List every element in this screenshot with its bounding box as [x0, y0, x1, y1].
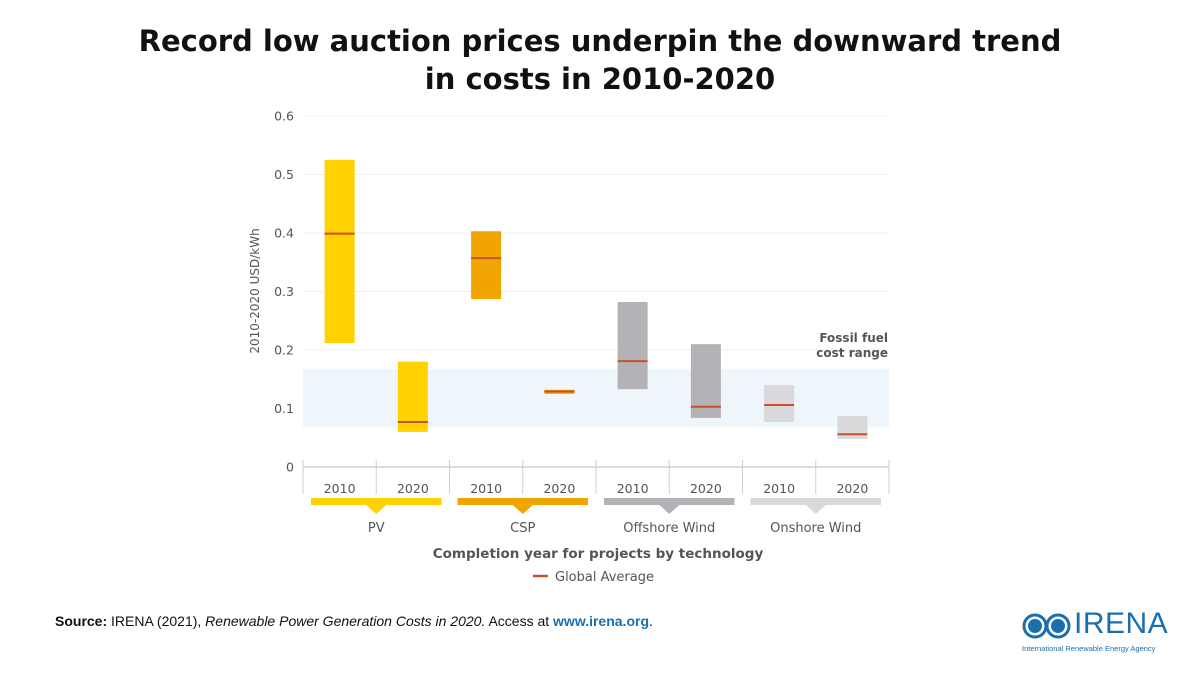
group-bracket: [750, 498, 881, 505]
y-tick-label: 0.4: [274, 226, 294, 241]
range-bar-pv-2010: [324, 159, 355, 343]
y-tick-label: 0.2: [274, 343, 294, 358]
source-publication: Renewable Power Generation Costs in 2020…: [205, 613, 486, 629]
irena-logo: IRENA International Renewable Energy Age…: [1022, 607, 1172, 655]
x-tick-label-year: 2020: [543, 481, 575, 496]
range-bar-offshore-wind-2010: [617, 302, 648, 390]
range-bar-onshore-wind-2020: [837, 416, 868, 439]
group-label: Onshore Wind: [770, 521, 861, 536]
y-axis: 0 0.1 0.2 0.3 0.4 0.5 0.6: [274, 109, 294, 475]
source-link[interactable]: www.irena.org: [553, 613, 649, 629]
source-note: Source: IRENA (2021), Renewable Power Ge…: [55, 613, 653, 629]
source-label: Source:: [55, 613, 108, 629]
chart-title: Record low auction prices underpin the d…: [0, 22, 1200, 98]
logo-subtitle: International Renewable Energy Agency: [1022, 644, 1156, 653]
gridlines: [303, 115, 889, 409]
logo-name: IRENA: [1074, 607, 1169, 640]
fossil-band-label-line1: Fossil fuel: [819, 331, 888, 345]
legend-label-global-average: Global Average: [555, 570, 654, 585]
legend: Global Average: [533, 570, 654, 585]
x-tick-label-year: 2010: [763, 481, 795, 496]
y-tick-label: 0.6: [274, 109, 294, 124]
group-bracket-pointer: [805, 505, 826, 514]
y-tick-label: 0: [286, 460, 294, 475]
title-line-1: Record low auction prices underpin the d…: [138, 24, 1062, 58]
range-bar-offshore-wind-2020: [690, 344, 721, 418]
range-bar-onshore-wind-2010: [764, 385, 795, 422]
x-tick-label-year: 2010: [617, 481, 649, 496]
x-tick-label-year: 2020: [397, 481, 429, 496]
group-bracket-pointer: [512, 505, 533, 514]
source-text-1: IRENA (2021),: [107, 613, 206, 629]
group-label: Offshore Wind: [623, 521, 715, 536]
group-bracket-pointer: [659, 505, 680, 514]
y-axis-label: 2010-2020 USD/kWh: [248, 228, 262, 353]
group-bracket: [311, 498, 442, 505]
x-axis: 2010 2020 PV 2010 2020 CSP 2010 2020 Offshore Wi…: [302, 460, 890, 536]
fossil-band-label-line2: cost range: [816, 346, 888, 360]
group-bracket: [457, 498, 588, 505]
fossil-fuel-band: [303, 369, 889, 428]
x-tick-label-year: 2010: [470, 481, 502, 496]
x-tick-label-year: 2020: [836, 481, 868, 496]
range-bar-csp-2010: [471, 231, 502, 300]
x-axis-label: Completion year for projects by technolo…: [433, 546, 764, 562]
x-tick-label-year: 2020: [690, 481, 722, 496]
range-bar-pv-2020: [397, 361, 428, 432]
group-bracket-pointer: [366, 505, 387, 514]
source-end: .: [649, 613, 653, 629]
chart: Fossil fuel cost range 00.10.20.30.40.50…: [248, 109, 890, 585]
bars: [324, 159, 868, 439]
title-line-2: in costs in 2010-2020: [424, 62, 776, 96]
y-tick-label: 0.1: [274, 401, 294, 416]
y-tick-label: 0.3: [274, 284, 294, 299]
group-label: PV: [368, 521, 385, 536]
globe-infinity-icon: [1022, 613, 1071, 639]
source-text-2: Access at: [485, 613, 554, 629]
group-bracket: [604, 498, 735, 505]
group-label: CSP: [510, 521, 535, 536]
x-tick-label-year: 2010: [324, 481, 356, 496]
y-tick-label: 0.5: [274, 167, 294, 182]
